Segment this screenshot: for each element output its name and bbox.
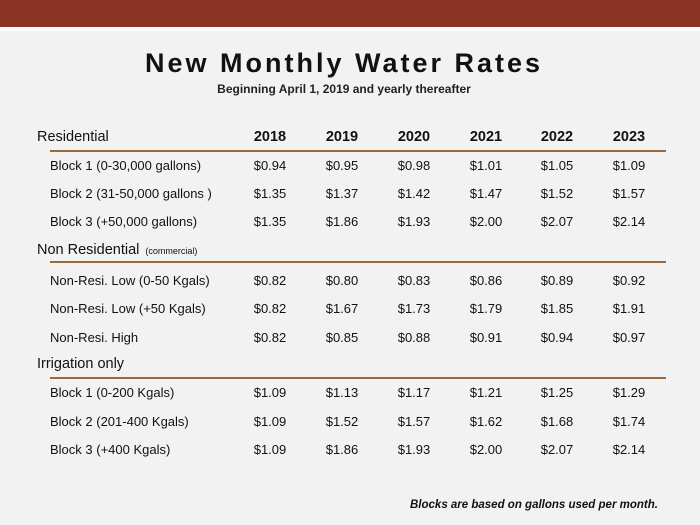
rate-cell: $0.88 <box>397 330 431 345</box>
row-label: Non-Resi. High <box>50 330 139 345</box>
row-label: Non-Resi. Low (0-50 Kgals) <box>50 273 210 288</box>
rate-cell: $1.62 <box>469 414 503 429</box>
table-row: Non-Resi. Low (+50 Kgals) $0.82 $1.67 $1… <box>0 301 700 321</box>
rate-cell: $1.47 <box>469 186 503 201</box>
page-title: New Monthly Water Rates <box>144 48 544 78</box>
rate-cell: $1.85 <box>540 301 574 316</box>
year-header: 2022 <box>540 129 574 145</box>
rate-cell: $2.14 <box>612 442 646 457</box>
rate-cell: $1.52 <box>325 414 359 429</box>
year-header: 2018 <box>253 129 287 145</box>
rate-cell: $1.57 <box>612 186 646 201</box>
rate-cell: $1.73 <box>397 301 431 316</box>
rate-cell: $0.83 <box>397 273 431 288</box>
table-row: Block 1 (0-30,000 gallons) $0.94 $0.95 $… <box>0 158 700 178</box>
rate-cell: $1.68 <box>540 414 574 429</box>
rate-cell: $1.93 <box>397 442 431 457</box>
section-title: Residential <box>37 129 109 145</box>
rate-cell: $1.17 <box>397 385 431 400</box>
rate-cell: $1.52 <box>540 186 574 201</box>
rate-cell: $1.42 <box>397 186 431 201</box>
table-row: Non-Resi. Low (0-50 Kgals) $0.82 $0.80 $… <box>0 273 700 293</box>
rate-cell: $0.97 <box>612 330 646 345</box>
rate-cell: $1.67 <box>325 301 359 316</box>
rate-cell: $0.85 <box>325 330 359 345</box>
rate-cell: $1.37 <box>325 186 359 201</box>
row-label: Block 1 (0-200 Kgals) <box>50 385 175 400</box>
rate-cell: $1.74 <box>612 414 646 429</box>
table-row: Block 1 (0-200 Kgals) $1.09 $1.13 $1.17 … <box>0 385 700 405</box>
page-subtitle: Beginning April 1, 2019 and yearly there… <box>217 82 471 96</box>
banner-divider <box>0 27 700 31</box>
rate-cell: $0.82 <box>253 301 287 316</box>
table-row: Block 3 (+400 Kgals) $1.09 $1.86 $1.93 $… <box>0 442 700 462</box>
row-label: Block 2 (31-50,000 gallons ) <box>50 186 212 201</box>
year-header: 2021 <box>469 129 503 145</box>
rate-cell: $1.93 <box>397 214 431 229</box>
footnote: Blocks are based on gallons used per mon… <box>410 499 658 511</box>
rate-cell: $1.29 <box>612 385 646 400</box>
rate-cell: $1.91 <box>612 301 646 316</box>
table-row: Block 3 (+50,000 gallons) $1.35 $1.86 $1… <box>0 214 700 234</box>
table-row: Block 2 (31-50,000 gallons ) $1.35 $1.37… <box>0 186 700 206</box>
rate-cell: $1.21 <box>469 385 503 400</box>
year-header: 2023 <box>612 129 646 145</box>
row-label: Non-Resi. Low (+50 Kgals) <box>50 301 206 316</box>
rate-cell: $1.01 <box>469 158 503 173</box>
rate-cell: $1.05 <box>540 158 574 173</box>
rate-cell: $0.94 <box>253 158 287 173</box>
section-rule <box>50 377 666 379</box>
rate-cell: $0.82 <box>253 273 287 288</box>
rate-cell: $2.07 <box>540 214 574 229</box>
section-title: Irrigation only <box>37 356 125 372</box>
rate-cell: $1.09 <box>612 158 646 173</box>
rate-cell: $2.00 <box>469 214 503 229</box>
section-rule <box>50 150 666 152</box>
rate-cell: $1.09 <box>253 414 287 429</box>
row-label: Block 1 (0-30,000 gallons) <box>50 158 202 173</box>
table-row: Non-Resi. High $0.82 $0.85 $0.88 $0.91 $… <box>0 330 700 350</box>
year-header: 2020 <box>397 129 431 145</box>
rate-cell: $1.35 <box>253 214 287 229</box>
rate-cell: $2.14 <box>612 214 646 229</box>
section-header-residential: Residential 2018 2019 2020 2021 2022 202… <box>0 129 700 149</box>
rate-cell: $1.09 <box>253 442 287 457</box>
rate-cell: $1.09 <box>253 385 287 400</box>
rate-cell: $0.80 <box>325 273 359 288</box>
year-header: 2019 <box>325 129 359 145</box>
rate-cell: $1.86 <box>325 442 359 457</box>
row-label: Block 2 (201-400 Kgals) <box>50 414 189 429</box>
row-label: Block 3 (+50,000 gallons) <box>50 214 198 229</box>
rate-cell: $0.94 <box>540 330 574 345</box>
rate-cell: $1.25 <box>540 385 574 400</box>
rate-cell: $0.89 <box>540 273 574 288</box>
section-title: Non Residential <box>37 242 140 258</box>
rate-cell: $0.98 <box>397 158 431 173</box>
table-row: Block 2 (201-400 Kgals) $1.09 $1.52 $1.5… <box>0 414 700 434</box>
row-label: Block 3 (+400 Kgals) <box>50 442 171 457</box>
rate-cell: $1.57 <box>397 414 431 429</box>
rate-cell: $2.07 <box>540 442 574 457</box>
rate-cell: $1.13 <box>325 385 359 400</box>
rate-cell: $0.95 <box>325 158 359 173</box>
rate-cell: $2.00 <box>469 442 503 457</box>
section-rule <box>50 261 666 263</box>
rate-cell: $0.82 <box>253 330 287 345</box>
rate-cell: $1.86 <box>325 214 359 229</box>
rate-cell: $0.86 <box>469 273 503 288</box>
rate-cell: $0.92 <box>612 273 646 288</box>
section-header-irrigation: Irrigation only <box>0 356 700 376</box>
rate-cell: $1.79 <box>469 301 503 316</box>
section-note: (commercial) <box>145 246 198 256</box>
section-header-non-residential: Non Residential (commercial) <box>0 242 700 262</box>
rate-cell: $0.91 <box>469 330 503 345</box>
top-banner <box>0 0 700 27</box>
rate-cell: $1.35 <box>253 186 287 201</box>
